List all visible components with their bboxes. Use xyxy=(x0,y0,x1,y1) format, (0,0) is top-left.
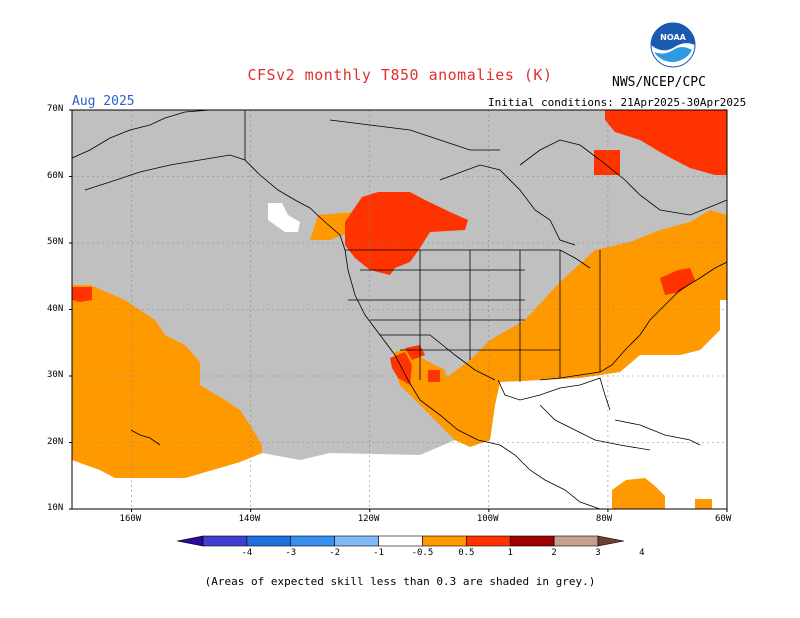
red-region-northeast xyxy=(660,268,695,295)
colorbar-segment xyxy=(334,535,379,547)
colorbar-segment xyxy=(466,535,511,547)
lat-tick-label: 50N xyxy=(47,237,64,247)
colorbar-segment xyxy=(290,535,335,547)
orange-region-east xyxy=(430,210,727,447)
orange-region-mexico xyxy=(393,348,470,445)
coastlines xyxy=(72,110,727,509)
colorbar-segment xyxy=(553,535,599,547)
low-skill-region xyxy=(72,110,727,478)
noaa-logo-icon: NOAA xyxy=(650,22,696,68)
colorbar-label: -2 xyxy=(329,548,341,558)
colorbar-label: 0.5 xyxy=(458,548,475,558)
map-title: CFSv2 monthly T850 anomalies (K) xyxy=(247,66,553,84)
lon-tick-label: 100W xyxy=(476,514,499,524)
agency-label: NWS/NCEP/CPC xyxy=(612,75,706,90)
forecast-month: Aug 2025 xyxy=(72,94,135,109)
colorbar-segment xyxy=(202,535,248,547)
colorbar-arrow-low xyxy=(176,535,204,547)
colorbar-segment xyxy=(422,535,467,547)
red-region-nw-pacific xyxy=(72,287,92,302)
initial-conditions: Initial conditions: 21Apr2025-30Apr2025 xyxy=(488,96,747,109)
lat-tick-label: 60N xyxy=(47,170,64,181)
colorbar-label: 4 xyxy=(639,548,645,558)
orange-region-small xyxy=(695,499,712,509)
colorbar-label: -1 xyxy=(373,548,384,558)
logo-text: NOAA xyxy=(660,33,686,42)
white-patch xyxy=(268,203,300,232)
colorbar-label: -4 xyxy=(241,548,253,558)
colorbar-segment xyxy=(378,535,423,547)
lat-tick-label: 70N xyxy=(47,104,64,114)
colorbar-segment xyxy=(509,535,555,547)
lon-tick-label: 80W xyxy=(595,514,613,524)
orange-region-pacific xyxy=(72,285,262,478)
red-region-greenland xyxy=(605,110,727,175)
lon-tick-label: 160W xyxy=(119,514,142,524)
skill-footnote: (Areas of expected skill less than 0.3 a… xyxy=(204,575,596,588)
colorbar-label: 3 xyxy=(595,548,601,558)
lat-tick-label: 30N xyxy=(47,370,64,380)
graticule xyxy=(72,110,727,509)
orange-region-caribbean xyxy=(612,478,665,509)
red-region-hudson xyxy=(594,150,620,175)
lat-tick-label: 10N xyxy=(47,503,64,513)
lat-tick-label: 40N xyxy=(47,303,64,314)
colorbar-label: 2 xyxy=(551,548,557,558)
lon-tick-label: 60W xyxy=(715,514,732,524)
colorbar-label: -3 xyxy=(285,548,297,558)
red-region-canada xyxy=(345,192,468,275)
colorbar-label: 1 xyxy=(507,548,513,558)
colorbar-segment xyxy=(246,535,292,547)
lat-tick-label: 20N xyxy=(47,436,64,447)
colorbar-label: -0.5 xyxy=(411,548,434,558)
lon-tick-label: 140W xyxy=(238,514,261,524)
colorbar-arrow-high xyxy=(597,535,625,547)
lon-tick-label: 120W xyxy=(357,514,380,524)
